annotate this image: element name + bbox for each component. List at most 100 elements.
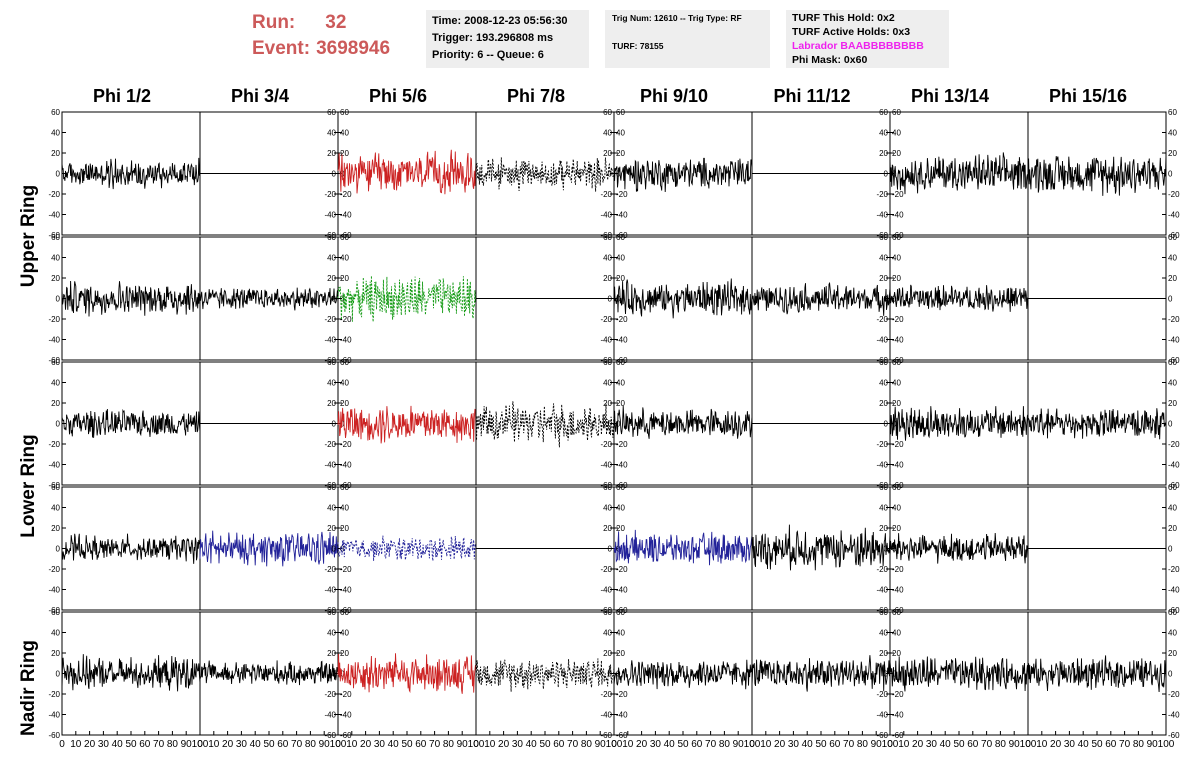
y-tick-label: 40 (51, 129, 60, 138)
y-tick-label: -20 (892, 690, 904, 699)
x-tick-label: 80 (857, 739, 869, 750)
waveform-trace (199, 287, 339, 311)
y-tick-label: -20 (616, 690, 628, 699)
x-tick-label: 60 (967, 739, 979, 750)
y-tick-label: 20 (892, 274, 901, 283)
x-tick-label: 10 (898, 739, 910, 750)
y-tick-label: -60 (1168, 731, 1180, 740)
y-tick-label: -60 (1168, 481, 1180, 490)
y-tick-label: -40 (616, 711, 628, 720)
waveform-panel: -60 -40 -20 0 20 40 60 (600, 483, 753, 615)
x-tick-label: 30 (236, 739, 248, 750)
y-tick-label: -20 (1168, 690, 1180, 699)
waveform-trace (199, 660, 339, 686)
y-tick-label: 20 (892, 149, 901, 158)
x-tick-label: 20 (774, 739, 786, 750)
y-tick-label: 60 (51, 483, 60, 492)
y-tick-label: 0 (1168, 295, 1173, 304)
y-tick-label: -40 (48, 211, 60, 220)
y-tick-label: 60 (879, 608, 888, 617)
y-tick-label: -20 (600, 190, 612, 199)
x-tick-label: 50 (539, 739, 551, 750)
y-tick-label: 60 (603, 483, 612, 492)
x-tick-label: 10 (484, 739, 496, 750)
y-tick-label: -40 (340, 211, 352, 220)
waveform-trace (61, 280, 201, 317)
y-tick-label: 20 (51, 399, 60, 408)
turf-text: TURF: 78155 (612, 41, 664, 51)
y-tick-label: 0 (1168, 170, 1173, 179)
y-tick-label: -20 (600, 690, 612, 699)
y-tick-label: -20 (600, 565, 612, 574)
x-tick-label: 10 (760, 739, 772, 750)
y-tick-label: -40 (616, 211, 628, 220)
x-tick-label: 70 (981, 739, 993, 750)
x-tick-label: 40 (940, 739, 952, 750)
y-tick-label: 0 (56, 295, 61, 304)
y-tick-label: 40 (879, 129, 888, 138)
y-tick-label: -60 (600, 231, 612, 240)
x-tick-label: 70 (429, 739, 441, 750)
x-tick-label: 80 (443, 739, 455, 750)
x-tick-label: 90 (871, 739, 883, 750)
y-tick-label: -40 (600, 211, 612, 220)
y-tick-label: 60 (327, 233, 336, 242)
y-tick-label: -40 (600, 336, 612, 345)
waveform-panel: -60 -40 -20 0 20 40 60 (48, 483, 201, 615)
y-tick-label: 20 (892, 524, 901, 533)
waveform-trace (751, 281, 891, 316)
x-tick-label: 40 (388, 739, 400, 750)
y-tick-label: 20 (51, 524, 60, 533)
x-tick-label: 10 (346, 739, 358, 750)
y-tick-label: -60 (876, 231, 888, 240)
y-tick-label: 0 (56, 545, 61, 554)
waveform-panel: -60 -40 -20 0 20 40 60 (48, 233, 201, 365)
y-tick-label: -60 (1168, 231, 1180, 240)
y-tick-label: 40 (879, 254, 888, 263)
y-tick-label: 60 (879, 108, 888, 117)
x-tick-label: 20 (636, 739, 648, 750)
waveform-trace (61, 408, 201, 438)
y-tick-label: -40 (340, 586, 352, 595)
y-tick-label: 40 (51, 379, 60, 388)
x-tick-label: 50 (125, 739, 137, 750)
x-tick-label: 50 (815, 739, 827, 750)
turf-active-holds-text: TURF Active Holds: 0x3 (792, 26, 911, 38)
y-tick-label: 0 (1168, 420, 1173, 429)
y-tick-label: 60 (1168, 483, 1177, 492)
y-tick-label: -20 (48, 690, 60, 699)
y-tick-label: 40 (340, 504, 349, 513)
x-tick-label: 100 (192, 739, 209, 750)
y-tick-label: -20 (340, 190, 352, 199)
waveform-panel: -60 -40 -20 0 20 40 60 (600, 233, 753, 365)
y-tick-label: 60 (879, 233, 888, 242)
y-tick-label: 60 (879, 358, 888, 367)
run-row: Run: 32 (252, 10, 422, 36)
y-tick-label: 0 (56, 420, 61, 429)
x-tick-label: 100 (330, 739, 347, 750)
y-tick-label: 60 (51, 358, 60, 367)
y-tick-label: 0 (56, 670, 61, 679)
y-tick-label: 60 (1168, 108, 1177, 117)
phi-mask-text: Phi Mask: 0x60 (792, 54, 868, 66)
x-tick-label: 100 (606, 739, 623, 750)
y-tick-label: 40 (603, 504, 612, 513)
y-tick-label: 0 (332, 545, 337, 554)
event-value: 3698946 (316, 38, 391, 59)
y-tick-label: 60 (603, 108, 612, 117)
waveform-panel: -60 -40 -20 0 20 40 60 (324, 108, 477, 240)
y-tick-label: -20 (876, 315, 888, 324)
y-tick-label: 0 (340, 295, 345, 304)
y-tick-label: -60 (876, 481, 888, 490)
y-tick-label: 0 (884, 170, 889, 179)
x-tick-label: 20 (498, 739, 510, 750)
x-tick-label: 30 (1064, 739, 1076, 750)
y-tick-label: -20 (340, 440, 352, 449)
x-tick-label: 100 (744, 739, 761, 750)
y-tick-label: 20 (603, 524, 612, 533)
y-tick-label: -20 (48, 315, 60, 324)
x-tick-label: 0 (473, 739, 479, 750)
priority-text: Priority: 6 -- Queue: 6 (432, 49, 544, 61)
x-tick-label: 40 (526, 739, 538, 750)
